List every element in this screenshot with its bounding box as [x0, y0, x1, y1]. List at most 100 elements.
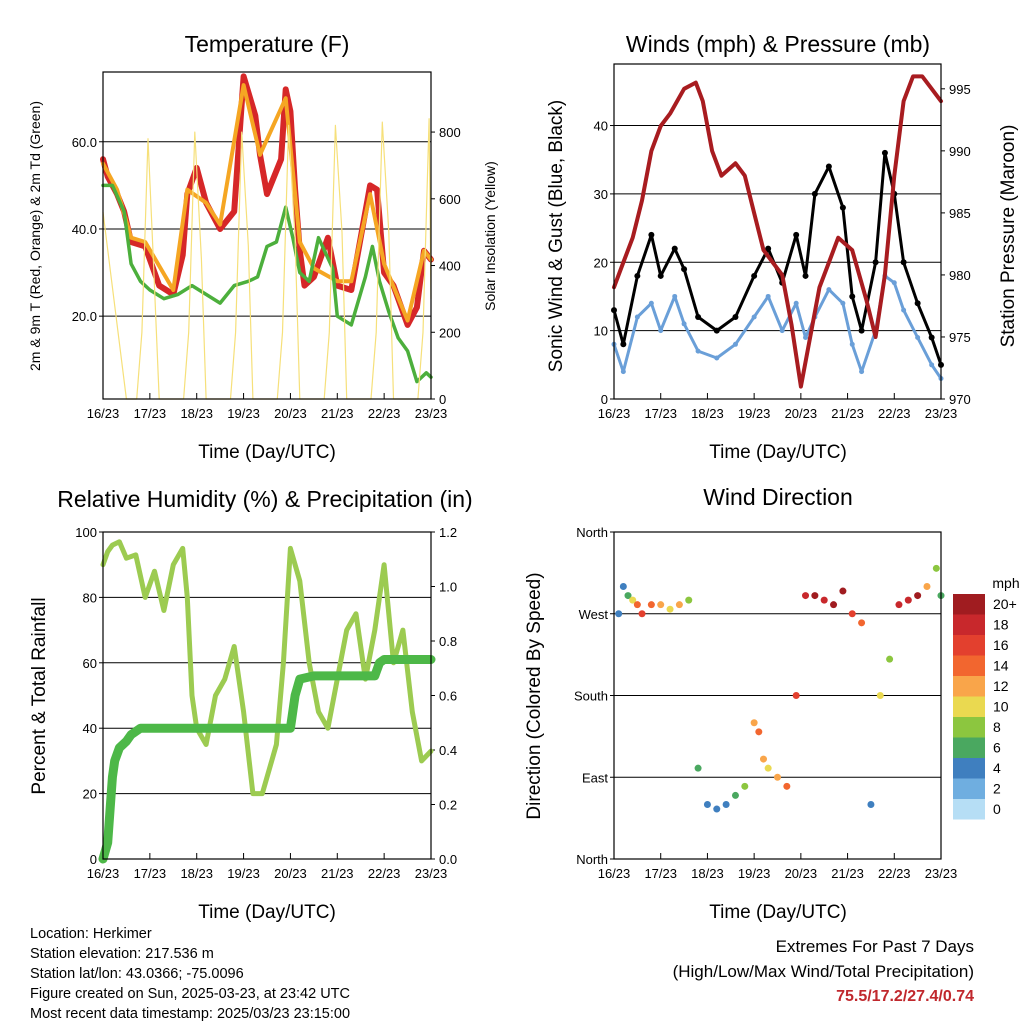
data-point: [901, 307, 907, 313]
data-point: [648, 300, 654, 306]
x-tick-label: 18/23: [180, 866, 213, 881]
data-point: [671, 245, 678, 252]
direction-point: [675, 601, 683, 609]
data-point: [634, 272, 641, 279]
extremes-box: Extremes For Past 7 Days (High/Low/Max W…: [673, 934, 974, 1009]
extremes-values: 75.5/17.2/27.4/0.74: [836, 988, 974, 1005]
direction-point: [638, 610, 646, 618]
y-tick-label: 10: [594, 324, 608, 339]
series-line: [612, 74, 943, 389]
direction-point: [932, 564, 940, 572]
direction-point: [895, 601, 903, 609]
info-recent: Most recent data timestamp: 2025/03/23 2…: [30, 1006, 351, 1022]
legend-swatch: [953, 594, 985, 615]
data-point: [839, 204, 846, 211]
data-point: [779, 328, 785, 334]
direction-point: [624, 592, 632, 600]
humidity-title: Relative Humidity (%) & Precipitation (i…: [57, 486, 472, 512]
direction-point: [792, 692, 800, 699]
speed-legend: 20+ 18 16 14 12 10 8 6 4 2 0: [953, 594, 1017, 820]
temperature-xlabel: Time (Day/UTC): [198, 442, 336, 463]
y-tick-label: 20: [594, 255, 608, 270]
direction-point: [914, 592, 922, 600]
data-point: [732, 313, 739, 320]
direction-point: [666, 605, 674, 613]
info-created: Figure created on Sun, 2025-03-23, at 23…: [30, 986, 350, 1002]
x-tick-label: 21/23: [321, 866, 354, 881]
y2-tick-label: 200: [439, 325, 461, 340]
y-tick-label: North: [576, 852, 608, 867]
legend-swatch: [953, 655, 985, 676]
legend-label: 6: [993, 740, 1001, 756]
direction-ylabel-left: Direction (Colored By Speed): [524, 572, 545, 819]
y-tick-label: 40: [594, 119, 608, 134]
y-tick-label: 60.0: [72, 135, 97, 150]
data-point: [695, 348, 701, 354]
series-line: [98, 655, 436, 864]
y2-tick-label: 1.2: [439, 525, 457, 540]
x-tick-label: 18/23: [180, 406, 213, 421]
direction-point: [713, 805, 721, 813]
x-tick-label: 19/23: [738, 866, 771, 881]
data-point: [802, 272, 809, 279]
temperature-panel: 20.0 40.0 60.0 16/23 17/23 18/23 19/23 20/23 21/…: [72, 71, 461, 421]
x-tick-label: 19/23: [227, 406, 260, 421]
direction-point: [867, 801, 875, 808]
legend-label: 2: [993, 781, 1001, 797]
x-tick-label: 19/23: [227, 866, 260, 881]
x-tick-label: 21/23: [831, 866, 864, 881]
winds-xlabel: Time (Day/UTC): [709, 442, 847, 463]
x-tick-label: 17/23: [644, 406, 677, 421]
direction-point: [633, 601, 641, 609]
temperature-ylabel-left: 2m & 9m T (Red, Orange) & 2m Td (Green): [27, 101, 43, 371]
plot-frame: [613, 531, 942, 860]
data-point: [681, 321, 687, 327]
direction-point: [858, 619, 866, 627]
legend-swatch: [953, 635, 985, 656]
data-point: [803, 334, 809, 340]
legend-label: 14: [993, 658, 1009, 674]
direction-point: [886, 655, 894, 663]
data-point: [881, 149, 888, 156]
temperature-ylabel-right: Solar Insolation (Yellow): [482, 161, 498, 311]
y2-tick-label: 0: [439, 392, 446, 407]
data-point: [825, 163, 832, 170]
extremes-title: Extremes For Past 7 Days: [775, 937, 974, 956]
data-point: [751, 272, 758, 279]
x-tick-label: 22/23: [368, 866, 401, 881]
y2-tick-label: 980: [949, 268, 971, 283]
data-point: [658, 328, 664, 334]
legend-swatch: [953, 778, 985, 799]
direction-point: [904, 596, 912, 604]
y2-tick-label: 990: [949, 144, 971, 159]
y2-tick-label: 970: [949, 392, 971, 407]
direction-point: [755, 728, 763, 736]
winds-ylabel-right: Station Pressure (Maroon): [998, 125, 1019, 348]
y-tick-label: 100: [75, 525, 97, 540]
humidity-xlabel: Time (Day/UTC): [198, 902, 336, 923]
data-point: [751, 314, 757, 320]
plot-frame: [102, 531, 432, 860]
humidity-ylabel-left: Percent & Total Rainfall: [29, 597, 50, 794]
data-point: [620, 341, 627, 348]
y2-tick-label: 975: [949, 330, 971, 345]
x-tick-label: 17/23: [644, 866, 677, 881]
info-location: Location: Herkimer: [30, 926, 152, 942]
y-tick-label: 20.0: [72, 309, 97, 324]
y-tick-label: South: [574, 689, 608, 704]
data-point: [620, 369, 626, 375]
legend-swatch: [953, 614, 985, 635]
direction-point: [629, 596, 637, 604]
x-tick-label: 23/23: [415, 866, 448, 881]
extremes-subtitle: (High/Low/Max Wind/Total Precipitation): [672, 962, 974, 981]
series-line: [612, 274, 943, 380]
data-point: [826, 287, 832, 293]
direction-point: [848, 610, 856, 618]
data-point: [695, 313, 702, 320]
direction-point: [694, 764, 702, 772]
legend-swatch: [953, 696, 985, 717]
winds-pressure-panel: 0 10 20 30 40 16/23 17/23 18/23 19/23 20/23 21/23 2…: [594, 63, 971, 421]
x-tick-label: 16/23: [87, 866, 120, 881]
plot-frame: [613, 63, 942, 400]
data-point: [634, 314, 640, 320]
